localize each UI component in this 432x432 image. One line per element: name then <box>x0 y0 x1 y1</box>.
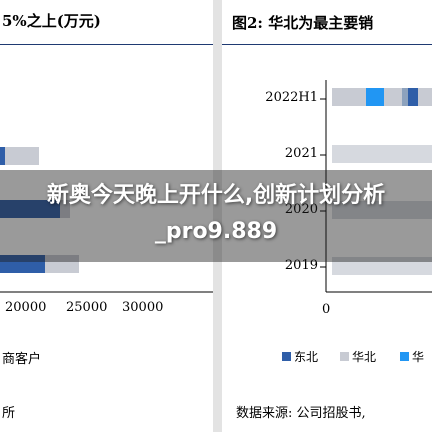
left-x-tick: 20000 <box>5 300 47 315</box>
right-bar-segment <box>332 257 432 275</box>
right-bar-segment <box>384 88 402 106</box>
left-x-tick: 30000 <box>122 300 164 315</box>
legend-swatch-huabei <box>340 352 349 361</box>
legend-label-huabei: 华北 <box>352 350 377 364</box>
left-bar-segment <box>45 255 79 273</box>
legend-swatch-hua <box>400 352 409 361</box>
right-x-tick: 0 <box>322 302 331 317</box>
overlay-banner <box>0 170 432 262</box>
right-source-caption: 数据来源: 公司招股书, <box>236 406 366 421</box>
left-chart-panel: 5%之上(万元) 20000 25000 30000 商客户 所 <box>0 0 213 432</box>
right-title-rule <box>222 44 432 45</box>
left-bar-segment <box>0 255 45 273</box>
right-y-label: 2019 <box>284 258 318 273</box>
right-chart-title: 图2: 华北为最主要销 <box>232 14 374 32</box>
right-bar-segment <box>402 88 408 106</box>
overlay-headline[interactable]: 新奥今天晚上开什么,创新计划分析_pro9.889 <box>46 183 386 244</box>
right-bar-segment <box>332 201 432 219</box>
right-y-label: 2021 <box>284 146 318 161</box>
legend-label-dongbei: 东北 <box>294 350 319 364</box>
right-bar-segment <box>366 88 384 106</box>
right-chart-panel: 图2: 华北为最主要销 2022H1 2021 2020 2019 0 东北 华… <box>222 0 432 432</box>
right-bar-segment <box>408 88 418 106</box>
legend-label-hua: 华 <box>412 350 425 364</box>
left-bar-segment <box>0 200 60 218</box>
legend-swatch-dongbei <box>282 352 291 361</box>
left-legend-fragment: 商客户 <box>2 352 42 367</box>
left-bar-segment <box>60 200 70 218</box>
right-bar-segment <box>332 88 366 106</box>
left-chart-title: 5%之上(万元) <box>2 12 101 30</box>
left-bar-area <box>0 291 213 293</box>
left-source-fragment: 所 <box>2 406 16 421</box>
right-y-label: 2022H1 <box>265 90 318 105</box>
right-y-label: 2020 <box>284 202 318 217</box>
left-title-rule <box>0 44 213 45</box>
right-bar-segment <box>418 88 432 106</box>
panel-divider <box>213 0 222 432</box>
right-bar-segment <box>332 145 432 163</box>
right-bar-area <box>320 80 432 293</box>
left-x-tick: 25000 <box>66 300 108 315</box>
left-bar-segment <box>0 147 5 165</box>
left-bar-segment <box>5 147 39 165</box>
